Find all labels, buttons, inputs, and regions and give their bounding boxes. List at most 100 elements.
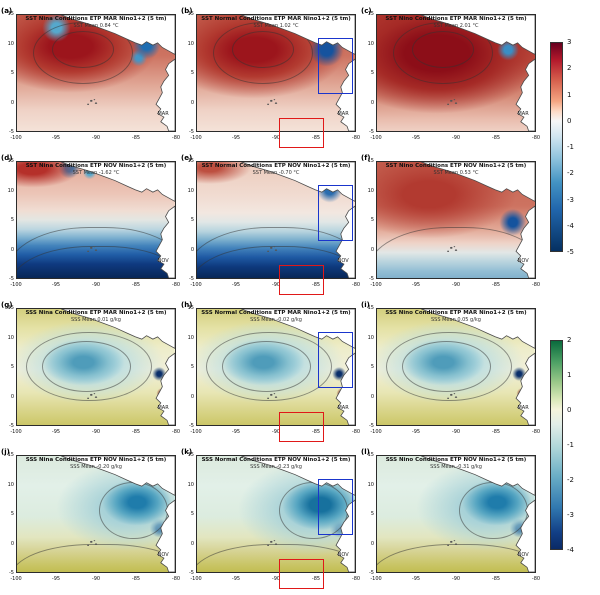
month-label: NOV xyxy=(517,552,529,559)
panel-k: (k) SSS Normal Conditions ETP NOV Nino1+… xyxy=(181,448,360,590)
month-label: MAR xyxy=(337,111,349,118)
sst-mar-nina-map: SST Nina Conditions ETP MAR Nino1+2 (5 t… xyxy=(16,14,176,132)
panel-subtitle: SST Mean 2.01 °C xyxy=(433,23,479,29)
panel-subtitle: SSS Mean 0.01 g/kg xyxy=(71,317,121,323)
x-axis-ticks: -100 -95 -90 -85 -80 xyxy=(190,429,361,435)
panel-f: (f) SST Nino Conditions ETP NOV Nino1+2 … xyxy=(361,154,540,288)
panel-subtitle: SSS Mean -0.31 g/kg xyxy=(430,464,482,470)
y-axis-ticks: 15 10 5 0 -5 xyxy=(7,305,14,429)
x-axis-ticks: -100 -95 -90 -85 -80 xyxy=(370,135,541,141)
southern-study-box xyxy=(279,411,325,443)
x-axis-ticks: -100 -95 -90 -85 -80 xyxy=(10,429,181,435)
panel-title: SSS Normal Conditions ETP MAR Nino1+2 (5… xyxy=(201,310,351,316)
panel-d: (d) SST Nina Conditions ETP NOV Nino1+2 … xyxy=(1,154,180,288)
coastline-map xyxy=(60,309,175,425)
panel-i: (i) SSS Nino Conditions ETP MAR Nino1+2 … xyxy=(361,301,540,435)
coastline-map xyxy=(420,15,535,131)
panel-letter: (i) xyxy=(361,301,370,309)
panel-j: (j) SSS Nina Conditions ETP NOV Nino1+2 … xyxy=(1,448,180,582)
panel-title: SST Nina Conditions ETP NOV Nino1+2 (5 t… xyxy=(25,163,167,169)
panel-b: (b) SST Normal Conditions ETP MAR Nino1+… xyxy=(181,7,360,149)
panel-h: (h) SSS Normal Conditions ETP MAR Nino1+… xyxy=(181,301,360,443)
panel-e: (e) SST Normal Conditions ETP NOV Nino1+… xyxy=(181,154,360,296)
x-axis-ticks: -100 -95 -90 -85 -80 xyxy=(10,576,181,582)
panel-subtitle: SST Mean -0.70 °C xyxy=(252,170,300,176)
panel-subtitle: SST Mean -1.62 °C xyxy=(72,170,120,176)
nino12-coastal-box xyxy=(317,331,354,388)
southern-study-box xyxy=(279,558,325,590)
y-axis-ticks: 15 10 5 0 -5 xyxy=(187,452,194,576)
southern-study-box xyxy=(279,117,325,149)
y-axis-ticks: 15 10 5 0 -5 xyxy=(7,452,14,576)
sst-nov-nino-map: SST Nino Conditions ETP NOV Nino1+2 (5 t… xyxy=(376,161,536,279)
x-axis-ticks: -100 -95 -90 -85 -80 xyxy=(190,576,361,582)
y-axis-ticks: 15 10 5 0 -5 xyxy=(7,11,14,135)
nino12-coastal-box xyxy=(317,478,354,535)
panel-title: SSS Normal Conditions ETP NOV Nino1+2 (5… xyxy=(201,457,351,463)
sss-colorbar-gradient xyxy=(550,340,563,550)
month-label: NOV xyxy=(157,552,169,559)
coastline-map xyxy=(60,162,175,278)
y-axis-ticks: 15 10 5 0 -5 xyxy=(367,452,374,576)
x-axis-ticks: -100 -95 -90 -85 -80 xyxy=(190,135,361,141)
panel-title: SSS Nina Conditions ETP NOV Nino1+2 (5 t… xyxy=(25,457,167,463)
panel-subtitle: SSS Mean 0.05 g/kg xyxy=(431,317,481,323)
southern-study-box xyxy=(279,264,325,296)
y-axis-ticks: 15 10 5 0 -5 xyxy=(187,305,194,429)
panel-c: (c) SST Nino Conditions ETP MAR Nino1+2 … xyxy=(361,7,540,141)
y-axis-ticks: 15 10 5 0 -5 xyxy=(7,158,14,282)
sss-colorbar: 2 1 0 -1 -2 -3 -4 xyxy=(550,336,594,554)
y-axis-ticks: 15 10 5 0 -5 xyxy=(367,158,374,282)
y-axis-ticks: 15 10 5 0 -5 xyxy=(367,11,374,135)
panel-letter: (b) xyxy=(181,7,193,15)
panel-letter: (c) xyxy=(361,7,372,15)
x-axis-ticks: -100 -95 -90 -85 -80 xyxy=(190,282,361,288)
month-label: NOV xyxy=(337,552,349,559)
panel-subtitle: SSS Mean -0.23 g/kg xyxy=(250,464,302,470)
x-axis-ticks: -100 -95 -90 -85 -80 xyxy=(370,576,541,582)
panel-letter: (l) xyxy=(361,448,370,456)
panel-title: SST Nino Conditions ETP MAR Nino1+2 (5 t… xyxy=(385,16,527,22)
y-axis-ticks: 15 10 5 0 -5 xyxy=(187,158,194,282)
panel-letter: (a) xyxy=(1,7,13,15)
coastline-map xyxy=(60,15,175,131)
nino12-coastal-box xyxy=(317,37,354,94)
y-axis-ticks: 15 10 5 0 -5 xyxy=(187,11,194,135)
x-axis-ticks: -100 -95 -90 -85 -80 xyxy=(370,282,541,288)
panel-subtitle: SST Mean 0.53 °C xyxy=(433,170,479,176)
y-axis-ticks: 15 10 5 0 -5 xyxy=(367,305,374,429)
month-label: NOV xyxy=(517,258,529,265)
panel-title: SST Normal Conditions ETP MAR Nino1+2 (5… xyxy=(201,16,351,22)
x-axis-ticks: -100 -95 -90 -85 -80 xyxy=(10,135,181,141)
x-axis-ticks: -100 -95 -90 -85 -80 xyxy=(10,282,181,288)
month-label: NOV xyxy=(157,258,169,265)
sst-mar-nino-map: SST Nino Conditions ETP MAR Nino1+2 (5 t… xyxy=(376,14,536,132)
panel-l: (l) SSS Nino Conditions ETP NOV Nino1+2 … xyxy=(361,448,540,582)
panel-subtitle: SSS Mean -0.20 g/kg xyxy=(70,464,122,470)
panel-subtitle: SSS Mean -0.02 g/kg xyxy=(250,317,302,323)
month-label: MAR xyxy=(157,405,169,412)
sst-colorbar-gradient xyxy=(550,42,563,252)
panel-letter: (d) xyxy=(1,154,13,162)
month-label: MAR xyxy=(517,405,529,412)
sss-mar-normal-map: SSS Normal Conditions ETP MAR Nino1+2 (5… xyxy=(196,308,356,426)
coastline-map xyxy=(420,456,535,572)
sss-mar-nina-map: SSS Nina Conditions ETP MAR Nino1+2 (5 t… xyxy=(16,308,176,426)
x-axis-ticks: -100 -95 -90 -85 -80 xyxy=(370,429,541,435)
panel-letter: (f) xyxy=(361,154,371,162)
sss-nov-nino-map: SSS Nino Conditions ETP NOV Nino1+2 (5 t… xyxy=(376,455,536,573)
panel-subtitle: SST Mean 1.02 °C xyxy=(253,23,299,29)
month-label: NOV xyxy=(337,258,349,265)
panel-letter: (j) xyxy=(1,448,10,456)
panel-subtitle: SST Mean 0.84 °C xyxy=(73,23,119,29)
month-label: MAR xyxy=(517,111,529,118)
sss-colorbar-ticks: 2 1 0 -1 -2 -3 -4 xyxy=(567,336,574,554)
panel-title: SSS Nino Conditions ETP MAR Nino1+2 (5 t… xyxy=(385,310,527,316)
panel-title: SST Normal Conditions ETP NOV Nino1+2 (5… xyxy=(201,163,351,169)
coastline-map xyxy=(420,309,535,425)
coastline-map xyxy=(60,456,175,572)
panel-title: SSS Nino Conditions ETP NOV Nino1+2 (5 t… xyxy=(385,457,527,463)
sst-colorbar: 3 2 1 0 -1 -2 -3 -4 -5 xyxy=(550,38,594,256)
month-label: MAR xyxy=(157,111,169,118)
